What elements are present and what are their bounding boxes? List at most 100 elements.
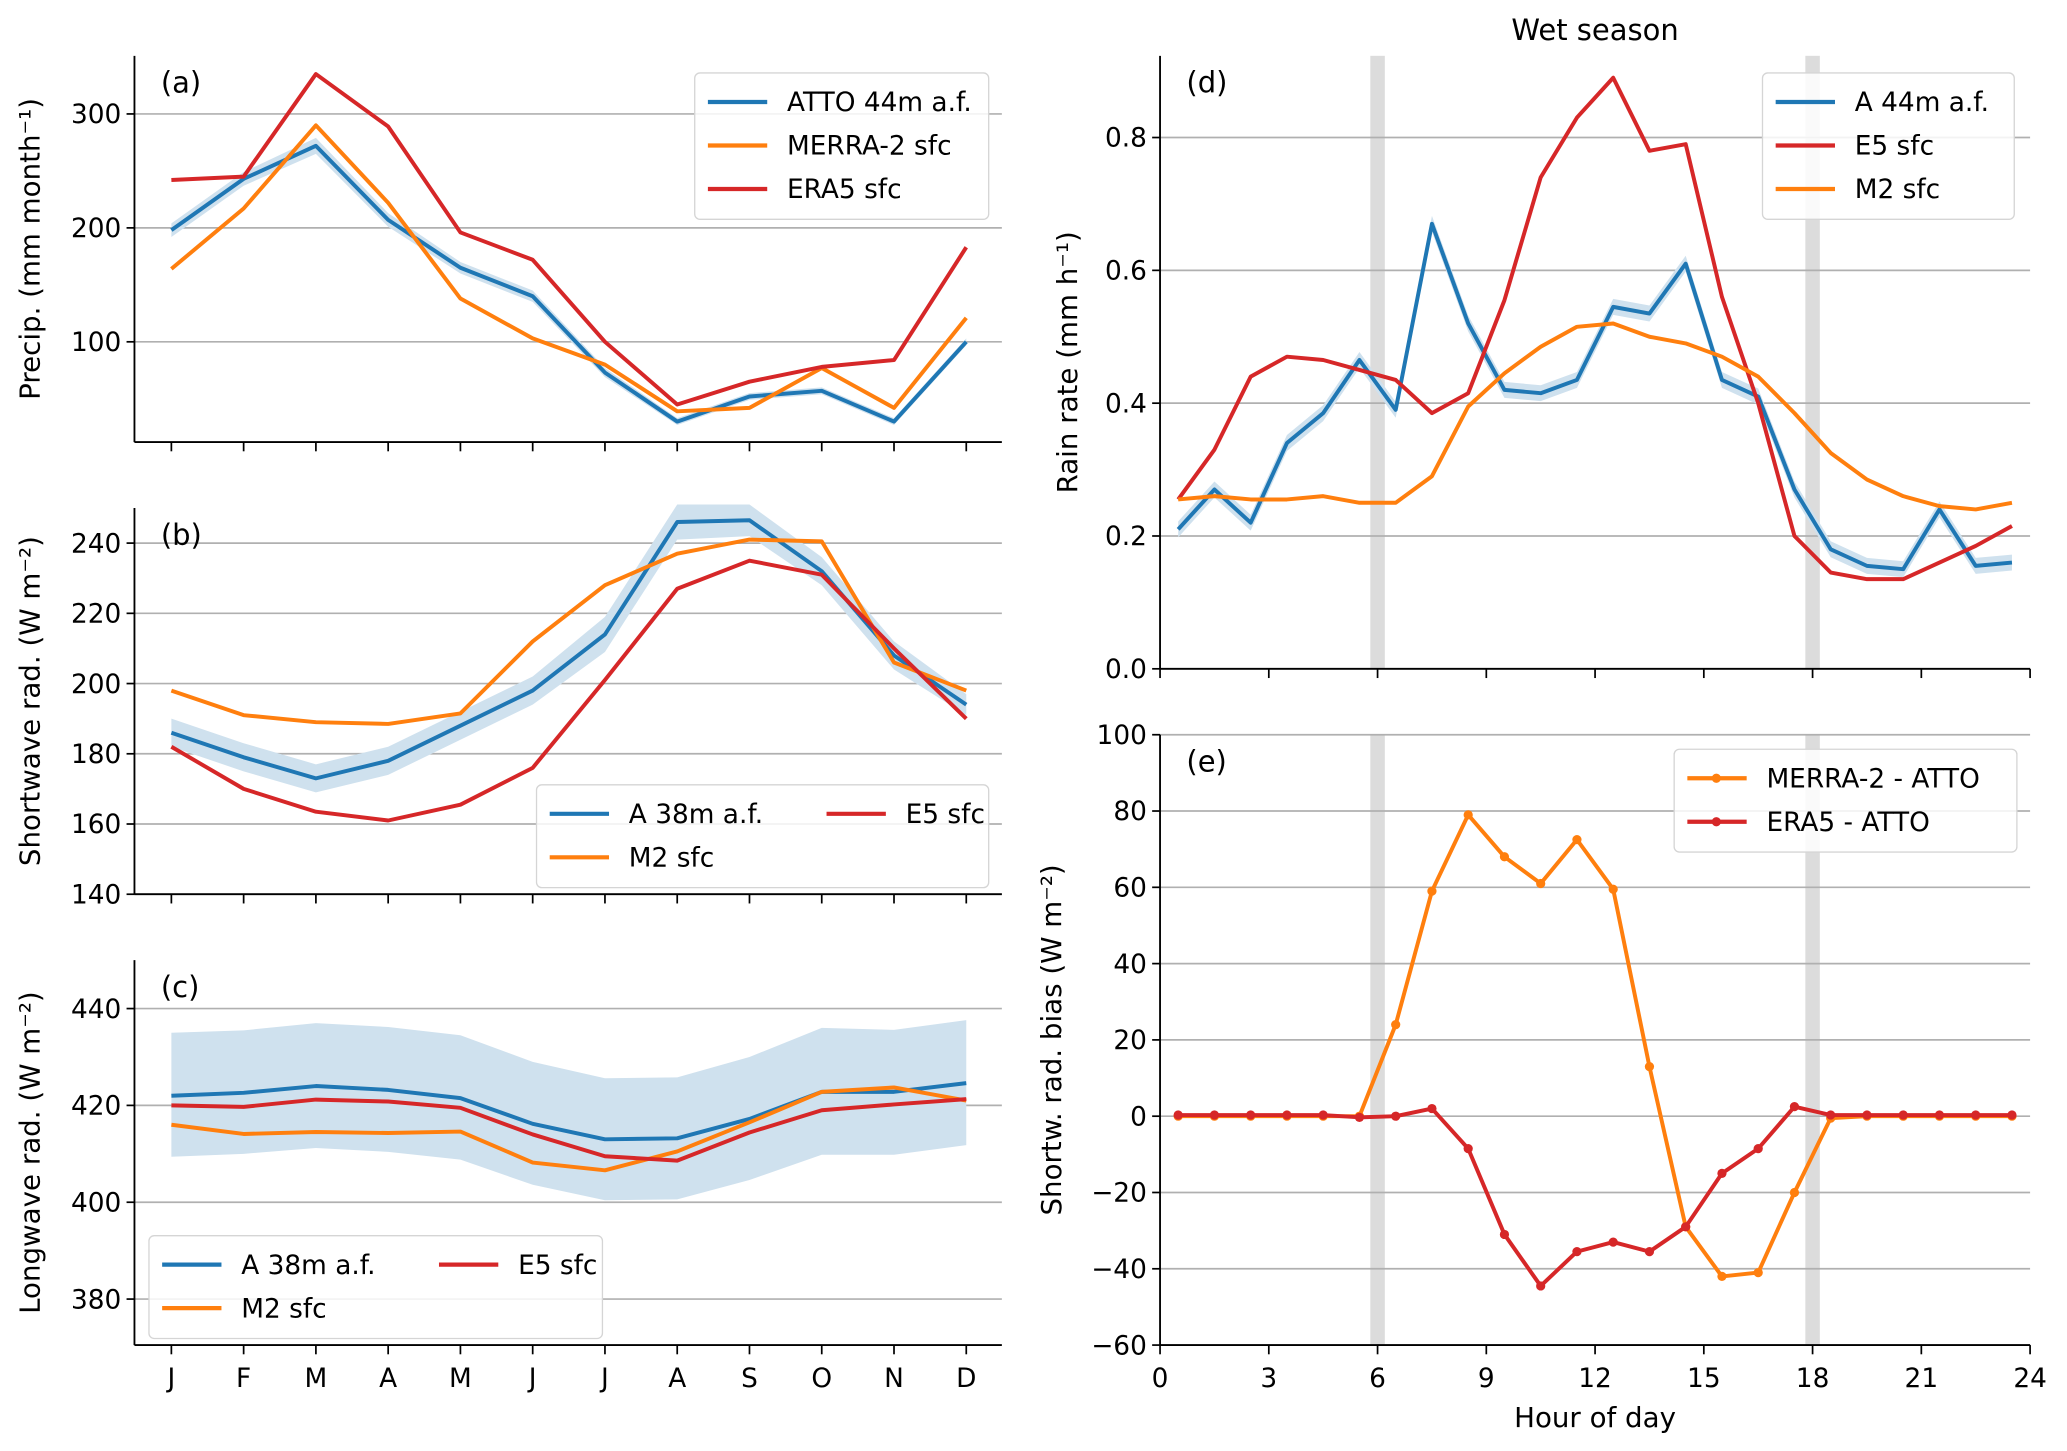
legend-marker	[1711, 773, 1721, 783]
data-point	[1499, 852, 1510, 862]
night-band	[1370, 55, 1385, 669]
legend-label: ATTO 44m a.f.	[787, 88, 972, 118]
data-point	[1753, 1267, 1763, 1278]
data-point	[1463, 1144, 1473, 1154]
x-tick-label: D	[956, 1364, 976, 1394]
series-line-era5-atto	[1178, 1104, 2012, 1288]
data-point	[1681, 1222, 1691, 1232]
legend-label: E5 sfc	[518, 1251, 597, 1281]
data-point	[1391, 1020, 1401, 1030]
x-tick-label: 12	[1578, 1364, 1612, 1394]
panel-label: (a)	[161, 66, 201, 100]
legend: A 44m a.f. E5 sfc M2 sfc	[1761, 72, 2015, 220]
legend-box	[694, 72, 990, 220]
y-tick-label: 80	[1113, 797, 1147, 827]
y-tick-label: 240	[71, 529, 121, 559]
legend-label: M2 sfc	[1855, 175, 1940, 205]
data-point	[1463, 810, 1473, 820]
legend-box	[1761, 72, 2015, 220]
series-line-merra-2-atto	[1178, 812, 2012, 1279]
data-point	[1608, 1237, 1618, 1247]
series-line-e5-sfc	[171, 1097, 967, 1163]
y-tick-label: 40	[1113, 950, 1147, 980]
y-tick-label: 160	[71, 810, 121, 840]
uncertainty-band	[171, 504, 967, 793]
data-point	[1499, 1229, 1510, 1240]
data-point	[1246, 1110, 1256, 1120]
y-axis-label: Rain rate (mm h⁻¹)	[1051, 231, 1084, 493]
legend-label: ERA5 - ATTO	[1766, 808, 1929, 838]
data-point	[1282, 1110, 1292, 1120]
x-tick-label: 24	[2013, 1364, 2047, 1394]
x-tick-label: J	[527, 1364, 537, 1394]
legend-label: E5 sfc	[1855, 132, 1934, 162]
data-point	[1644, 1061, 1655, 1072]
legend-label: A 38m a.f.	[241, 1251, 375, 1281]
data-point	[1753, 1144, 1763, 1154]
x-tick-label: M	[305, 1364, 328, 1394]
data-point	[1862, 1110, 1872, 1120]
y-tick-label: 180	[71, 740, 121, 770]
x-tick-label: 21	[1905, 1364, 1939, 1394]
data-point	[1427, 886, 1437, 896]
x-tick-label: A	[379, 1364, 397, 1394]
data-point	[1789, 1187, 1800, 1198]
x-tick-label: 3	[1260, 1364, 1277, 1394]
data-point	[1536, 1281, 1546, 1291]
y-tick-label: 100	[71, 328, 121, 358]
data-point	[1209, 1110, 1220, 1120]
x-tick-label: J	[165, 1364, 175, 1394]
y-tick-label: 0.6	[1105, 257, 1147, 287]
legend-marker	[1711, 817, 1721, 827]
legend-label: A 38m a.f.	[629, 800, 763, 830]
series-line-m2-sfc	[1177, 321, 2013, 512]
series-line-a-44m-a-f-	[1176, 221, 2013, 572]
y-tick-label: 20	[1113, 1026, 1147, 1056]
panel-e: −60 −40 −20 0 20 40 60 80 100 0 3 6 9 12 15 18 21 24 (e) Sh…	[1035, 721, 2047, 1434]
data-point	[1971, 1110, 1981, 1120]
series-line-merra-2-sfc	[170, 123, 968, 414]
data-point	[1354, 1112, 1365, 1122]
panel-a: 100 200 300 (a) Precip. (mm month⁻¹) ATTO 44m…	[14, 55, 1002, 452]
x-tick-label: 6	[1369, 1364, 1386, 1394]
legend-box	[535, 784, 990, 889]
series-line-m2-sfc	[170, 537, 967, 726]
panel-d: 0.0 0.2 0.4 0.6 0.8 (d) Rain rate (mm h⁻¹) A 44…	[1051, 55, 2031, 685]
data-point	[1717, 1271, 1727, 1282]
y-tick-label: 140	[71, 880, 121, 910]
y-tick-label: 60	[1113, 874, 1147, 904]
figure-title: Wet season	[1511, 13, 1678, 47]
legend-label: M2 sfc	[241, 1294, 326, 1324]
y-tick-label: 0.2	[1105, 522, 1147, 552]
data-point	[1173, 1110, 1183, 1120]
series-line-e5-sfc	[170, 558, 968, 823]
y-axis-label: Shortwave rad. (W m⁻²)	[14, 536, 47, 866]
y-tick-label: 0.8	[1105, 124, 1147, 154]
data-point	[2007, 1110, 2017, 1120]
data-point	[1318, 1110, 1328, 1120]
x-tick-label: 18	[1796, 1364, 1830, 1394]
legend-label: ERA5 sfc	[787, 175, 902, 205]
legend: A 38m a.f. M2 sfc E5 sfc	[148, 1234, 604, 1340]
y-tick-label: 0.4	[1105, 389, 1147, 419]
y-tick-label: 100	[1097, 721, 1147, 751]
uncertainty-band	[171, 1020, 967, 1201]
y-tick-label: 200	[71, 214, 121, 244]
x-tick-label: 9	[1478, 1364, 1495, 1394]
data-point	[1391, 1111, 1401, 1121]
y-tick-label: 200	[71, 670, 121, 700]
legend-label: E5 sfc	[906, 800, 985, 830]
panel-label: (b)	[161, 518, 202, 552]
panel-b: 140 160 180 200 220 240 (b) Shortwave rad. (W m…	[14, 504, 1002, 910]
series-line-atto-44m-a-f-	[170, 143, 968, 424]
y-tick-label: 0	[1130, 1102, 1147, 1132]
legend-label: A 44m a.f.	[1855, 88, 1989, 118]
legend: ATTO 44m a.f. MERRA-2 sfc ERA5 sfc	[694, 72, 990, 220]
x-tick-label: 15	[1687, 1364, 1721, 1394]
y-axis-label: Precip. (mm month⁻¹)	[14, 98, 47, 400]
data-point	[1644, 1246, 1655, 1257]
data-point	[1717, 1168, 1727, 1179]
data-point	[1826, 1110, 1836, 1120]
data-point	[1898, 1110, 1908, 1120]
